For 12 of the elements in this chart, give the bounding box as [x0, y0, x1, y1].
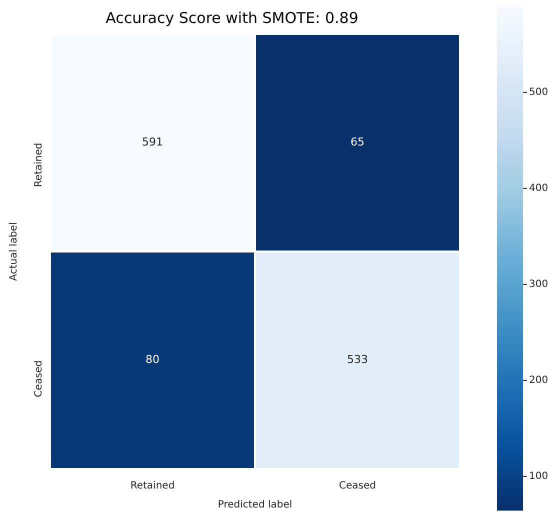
data-label: 591 [142, 136, 163, 149]
data-label: 533 [347, 353, 368, 366]
color-bar-label: 500 [529, 86, 548, 98]
x-axis-title: Predicted label [218, 500, 292, 511]
color-bar-label: 400 [529, 182, 548, 194]
color-bar-label: 300 [529, 278, 548, 290]
chart-title: Accuracy Score with SMOTE: 0.89 [106, 8, 358, 27]
y-axis-title: Actual label [8, 222, 20, 281]
color-bar-label: 100 [529, 470, 548, 482]
data-label: 65 [350, 136, 364, 149]
color-bar-label: 200 [529, 374, 548, 386]
data-label: 80 [146, 353, 160, 366]
